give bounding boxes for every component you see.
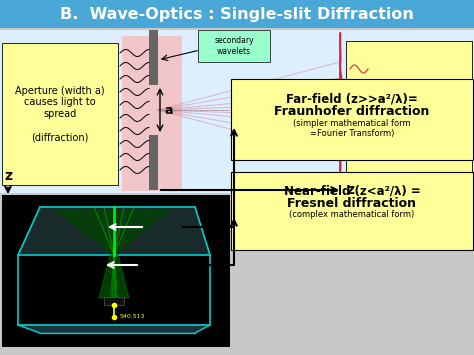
Text: Light pattern at any
plane z is the sum of
secondary wavelets
of the unobstructe: Light pattern at any plane z is the sum … [362,82,456,142]
FancyBboxPatch shape [2,195,230,347]
FancyBboxPatch shape [122,36,182,191]
FancyBboxPatch shape [2,43,118,185]
Text: Fresnel diffraction: Fresnel diffraction [288,197,417,210]
Text: 540.513: 540.513 [120,315,146,320]
FancyBboxPatch shape [0,30,474,193]
FancyBboxPatch shape [231,79,473,160]
Text: secondary
wavelets: secondary wavelets [214,36,254,56]
Text: (complex mathematical form): (complex mathematical form) [289,210,415,219]
Text: Near-field (z<a²/λ) =: Near-field (z<a²/λ) = [283,185,420,198]
FancyBboxPatch shape [198,30,270,62]
FancyBboxPatch shape [149,135,158,190]
Text: (simpler mathematical form
=Fourier Transform): (simpler mathematical form =Fourier Tran… [293,119,411,138]
Text: Fraunhofer diffraction: Fraunhofer diffraction [274,105,430,118]
Polygon shape [18,325,210,333]
Polygon shape [55,210,170,255]
Text: z: z [4,169,12,183]
Polygon shape [99,255,129,298]
Text: B.  Wave-Optics : Single-slit Diffraction: B. Wave-Optics : Single-slit Diffraction [60,6,414,22]
FancyBboxPatch shape [346,41,472,183]
FancyBboxPatch shape [149,30,158,85]
Text: Aperture (width a)
causes light to
spread

(diffraction): Aperture (width a) causes light to sprea… [15,86,105,142]
Text: a: a [165,104,173,116]
Text: z: z [346,183,354,197]
Polygon shape [18,207,210,255]
Text: Far-field (z>>a²/λ)=: Far-field (z>>a²/λ)= [286,93,418,106]
FancyBboxPatch shape [231,172,473,250]
FancyBboxPatch shape [0,0,474,28]
FancyBboxPatch shape [104,297,124,305]
